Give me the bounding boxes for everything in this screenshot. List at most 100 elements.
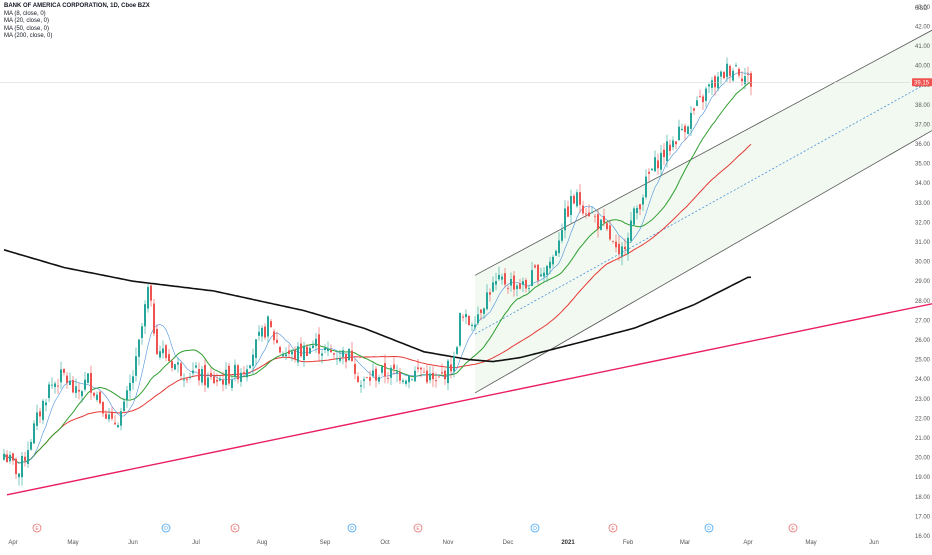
candle-body (240, 372, 242, 382)
candle-body (111, 412, 113, 419)
legend-ma8[interactable]: MA (8, close, 0) (4, 10, 46, 17)
y-tick-label: 26.00 (915, 338, 931, 344)
candle-body (378, 377, 380, 382)
candle-body (495, 281, 497, 285)
candle-body (156, 328, 158, 355)
chart-legend: BANK OF AMERICA CORPORATION, 1D, Cboe BZ… (4, 3, 150, 41)
candle-body (516, 285, 518, 289)
support-trendline (6, 303, 932, 496)
dividend-marker[interactable] (530, 523, 540, 533)
x-tick-label: May (67, 540, 78, 546)
channel-upper-line (474, 29, 932, 276)
candle-body (174, 364, 176, 370)
candle-body (330, 350, 332, 353)
x-tick-label: Feb (623, 540, 634, 546)
candle-body (732, 70, 734, 81)
y-tick-label: 16.00 (915, 534, 931, 540)
candle-body (312, 345, 314, 349)
legend-ma20[interactable]: MA (20, close, 0) (4, 18, 50, 24)
candle-body (684, 125, 686, 133)
candle-body (654, 157, 656, 172)
candle-body (180, 363, 182, 376)
y-tick-label: 23.00 (915, 397, 931, 403)
candle-body (63, 368, 65, 373)
candle-body (57, 385, 59, 387)
candle-body (729, 65, 731, 76)
candle-body (147, 287, 149, 309)
candle-body (450, 364, 452, 372)
candle-body (567, 206, 569, 217)
candle-body (675, 141, 677, 145)
candle-body (699, 96, 701, 98)
candle-body (114, 422, 116, 425)
earnings-marker[interactable] (608, 523, 618, 533)
dividend-marker[interactable] (161, 523, 171, 533)
earnings-marker[interactable] (788, 523, 798, 533)
earnings-marker[interactable] (32, 523, 42, 533)
candle-body (33, 423, 35, 444)
candle-body (486, 292, 488, 310)
candle-body (453, 356, 455, 372)
dividend-marker[interactable] (347, 523, 357, 533)
candle-body (408, 375, 410, 383)
candle-body (477, 314, 479, 324)
candle-body (132, 376, 134, 383)
dividend-marker[interactable] (704, 523, 714, 533)
candle-body (222, 379, 224, 385)
y-tick-label: 30.00 (915, 260, 931, 266)
ma50-line (3, 143, 752, 464)
y-tick-label: 17.00 (915, 514, 931, 520)
legend-ma50[interactable]: MA (50, close, 0) (4, 25, 50, 32)
candle-body (276, 339, 278, 343)
earnings-marker[interactable] (230, 523, 240, 533)
candle-body (609, 225, 611, 240)
candle-body (360, 385, 362, 387)
candle-body (447, 360, 449, 384)
candle-body (297, 346, 299, 363)
regression-channel (474, 29, 932, 394)
candle-body (384, 363, 386, 377)
candle-body (456, 347, 458, 354)
y-tick-label: 18.00 (915, 495, 931, 501)
candle-body (24, 456, 26, 461)
candle-body (624, 246, 626, 250)
event-marker-label: D (707, 526, 711, 532)
candle-body (465, 313, 467, 318)
candle-body (561, 230, 563, 241)
candle-body (27, 450, 29, 464)
candle-body (603, 215, 605, 223)
y-tick-label: 21.00 (915, 436, 931, 442)
legend-ma200[interactable]: MA (200, close, 0) (4, 33, 53, 39)
candle-body (252, 354, 254, 367)
candle-body (531, 270, 533, 286)
candle-body (306, 346, 308, 356)
x-tick-label: Jun (128, 540, 138, 546)
candle-body (435, 380, 437, 382)
candle-body (39, 411, 41, 417)
candle-body (54, 383, 56, 388)
candle-body (3, 453, 5, 460)
candle-body (141, 326, 143, 339)
candle-body (129, 382, 131, 391)
y-tick-label: 20.00 (915, 456, 931, 462)
candle-body (747, 74, 749, 75)
candle-body (198, 369, 200, 381)
y-tick-label: 24.00 (915, 377, 931, 383)
candle-body (351, 350, 353, 362)
candle-body (144, 304, 146, 327)
earnings-marker[interactable] (413, 523, 423, 533)
y-tick-label: 36.00 (915, 142, 931, 148)
candle-body (243, 371, 245, 373)
candle-body (702, 96, 704, 103)
candle-body (345, 353, 347, 362)
y-tick-label: 35.00 (915, 162, 931, 168)
candle-body (81, 391, 83, 397)
x-tick-label: Aug (257, 540, 268, 546)
candle-body (195, 365, 197, 368)
candle-body (711, 80, 713, 88)
candle-body (660, 152, 662, 170)
x-axis: Apr May Jun Jul Aug Sep Oct Nov Dec 2021 Feb Mar Apr… (8, 540, 879, 546)
candle-body (294, 350, 296, 359)
ma200-line (3, 249, 751, 363)
